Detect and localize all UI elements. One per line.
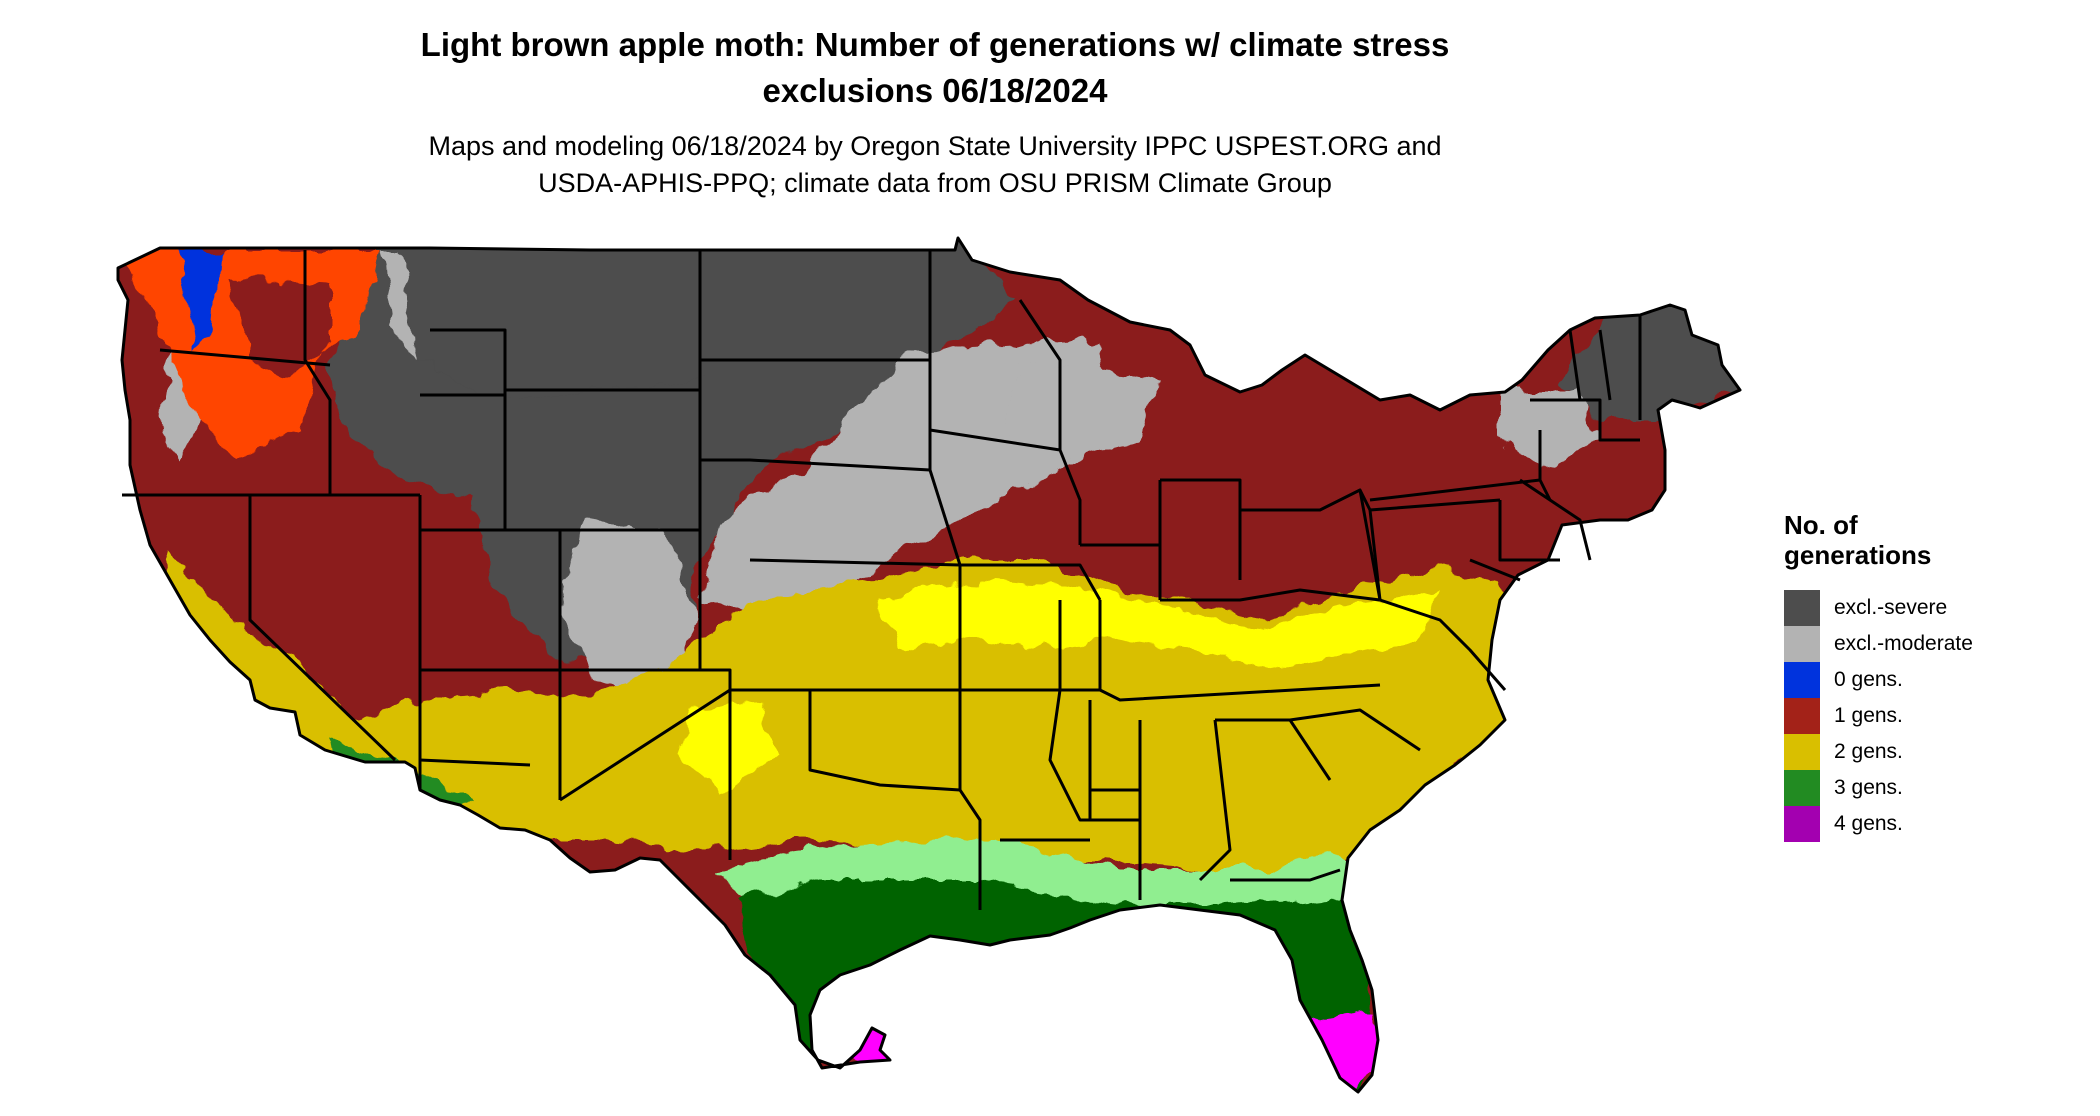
- legend-items: excl.-severe excl.-moderate 0 gens. 1 gens.…: [1784, 590, 1973, 842]
- map-subtitle-line-2: USDA-APHIS-PPQ; climate data from OSU PR…: [538, 168, 1332, 198]
- zone-3-gens-gulf: [740, 880, 1380, 1092]
- zone-excl-moderate-plains: [700, 340, 1110, 620]
- legend-label: 1 gens.: [1834, 704, 1903, 727]
- legend-label: 3 gens.: [1834, 776, 1903, 799]
- legend-label: 0 gens.: [1834, 668, 1903, 691]
- legend-item: 2 gens.: [1784, 734, 1973, 770]
- legend-title-line-1: No. of: [1784, 510, 1858, 540]
- legend-title: No. of generations: [1784, 510, 1973, 570]
- legend-item: excl.-severe: [1784, 590, 1973, 626]
- legend-item: 1 gens.: [1784, 698, 1973, 734]
- legend-label: 2 gens.: [1834, 740, 1903, 763]
- legend-swatch: [1784, 590, 1820, 626]
- legend-item: 4 gens.: [1784, 806, 1973, 842]
- legend-item: 0 gens.: [1784, 662, 1973, 698]
- map-subtitle-line-1: Maps and modeling 06/18/2024 by Oregon S…: [428, 131, 1442, 161]
- legend-swatch: [1784, 698, 1820, 734]
- legend-swatch: [1784, 806, 1820, 842]
- legend: No. of generations excl.-severe excl.-mod…: [1784, 510, 1973, 842]
- zone-excl-moderate-rockies: [560, 520, 700, 700]
- legend-swatch: [1784, 626, 1820, 662]
- map-subtitle: Maps and modeling 06/18/2024 by Oregon S…: [250, 128, 1620, 202]
- legend-item: excl.-moderate: [1784, 626, 1973, 662]
- zone-2-gens-bright-band: [880, 580, 1440, 670]
- zone-excl-moderate-ne: [1500, 390, 1600, 470]
- map-title: Light brown apple moth: Number of genera…: [250, 22, 1620, 114]
- legend-label: excl.-moderate: [1834, 632, 1973, 655]
- map-title-line-1: Light brown apple moth: Number of genera…: [420, 26, 1450, 63]
- legend-swatch: [1784, 770, 1820, 806]
- zone-excl-moderate-upper-mw: [1010, 360, 1160, 460]
- zone-excl-severe-montana: [400, 250, 700, 400]
- zone-0-gens-cascades: [180, 250, 220, 350]
- map-title-line-2: exclusions 06/18/2024: [762, 72, 1108, 109]
- legend-item: 3 gens.: [1784, 770, 1973, 806]
- legend-title-line-2: generations: [1784, 540, 1932, 570]
- zone-4-gens-florida: [1310, 1010, 1378, 1092]
- state-borders: [116, 236, 1742, 1094]
- legend-label: excl.-severe: [1834, 596, 1948, 619]
- legend-swatch: [1784, 734, 1820, 770]
- legend-label: 4 gens.: [1834, 812, 1903, 835]
- legend-swatch: [1784, 662, 1820, 698]
